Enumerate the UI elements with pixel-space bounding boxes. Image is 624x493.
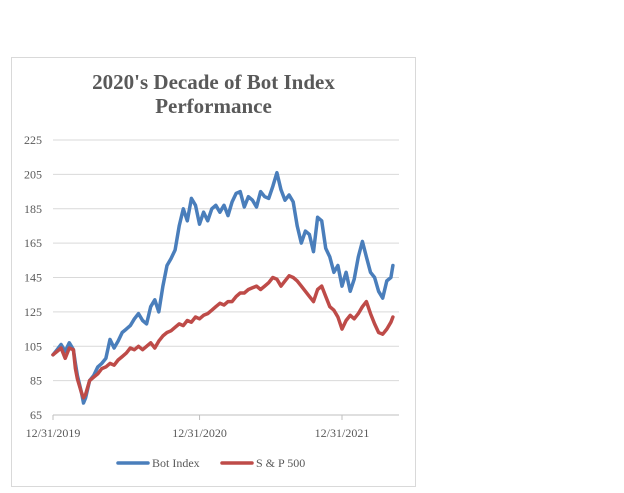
bot-index-line (51, 170, 395, 405)
y-tick-label: 185 (24, 202, 42, 216)
y-tick-label: 125 (24, 305, 42, 319)
y-tick-label: 165 (24, 236, 42, 250)
gridlines (53, 139, 399, 382)
x-tick-label: 12/31/2021 (315, 426, 370, 440)
axes: 225 205 185 165 145 125 105 85 65 12/31/2019 12/31… (24, 133, 399, 440)
y-tick-label: 205 (24, 167, 42, 181)
y-tick-label: 105 (24, 339, 42, 353)
legend-label-bot-index: Bot Index (152, 456, 200, 470)
x-tick-label: 12/31/2019 (26, 426, 81, 440)
y-tick-label: 65 (30, 408, 42, 422)
sp500-line (51, 274, 395, 400)
y-tick-label: 225 (24, 133, 42, 147)
legend: Bot Index S & P 500 (116, 456, 305, 470)
y-tick-label: 85 (30, 374, 42, 388)
y-tick-label: 145 (24, 271, 42, 285)
series-lines (51, 170, 395, 405)
chart-title-line-2: Performance (155, 94, 272, 118)
chart-title: 2020's Decade of Bot Index Performance (11, 70, 416, 118)
legend-label-sp500: S & P 500 (256, 456, 305, 470)
chart-title-line-1: 2020's Decade of Bot Index (92, 70, 335, 94)
x-tick-label: 12/31/2020 (172, 426, 227, 440)
